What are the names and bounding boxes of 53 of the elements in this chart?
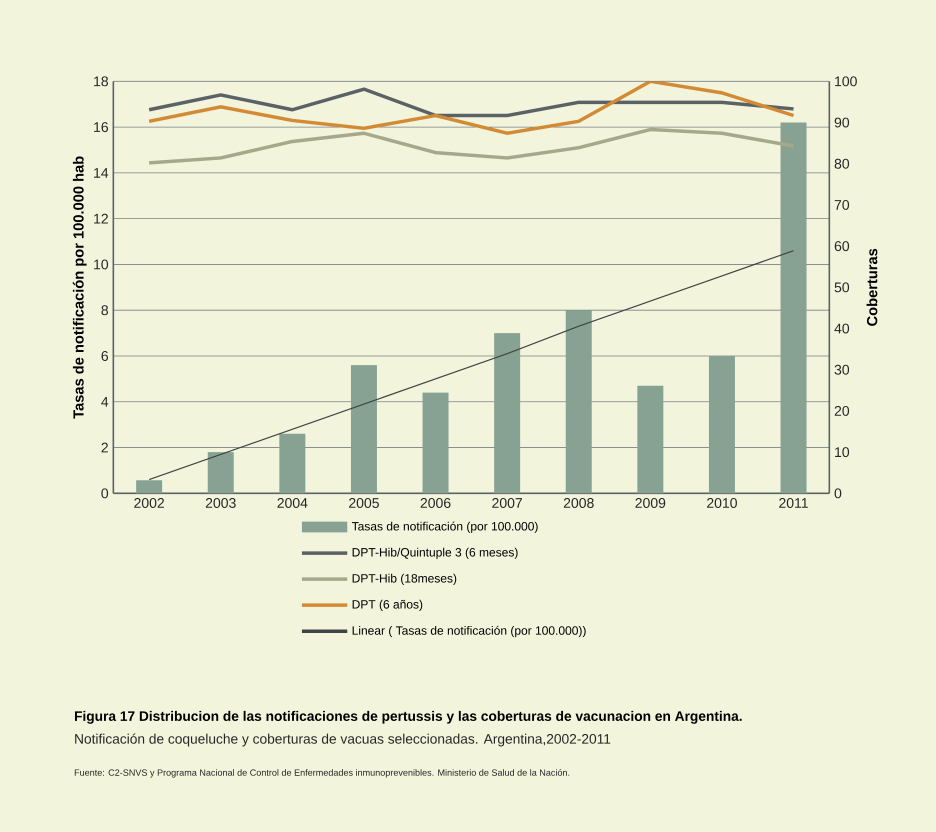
y-tick-label: 16 bbox=[94, 122, 108, 132]
line-series bbox=[147, 81, 796, 135]
bar bbox=[350, 365, 377, 494]
bar bbox=[136, 480, 162, 494]
y2-tick-label: 10 bbox=[835, 447, 850, 458]
y2-tick-label: 40 bbox=[834, 324, 850, 334]
y-tick-label: 10 bbox=[94, 259, 108, 270]
y2-tick-label: 70 bbox=[834, 200, 850, 210]
source-note: Fuente: C2-SNVS y Programa Nacional de Control de Enfermedades inmunoprevenibles. Ministerio de Salud de la Nación. bbox=[74, 769, 570, 778]
x-tick-label: 2011 bbox=[779, 498, 808, 508]
line-series bbox=[147, 128, 796, 165]
y-tick-label: 18 bbox=[94, 76, 108, 86]
y-tick-label: 12 bbox=[94, 214, 108, 224]
y2-tick-label: 0 bbox=[834, 488, 842, 498]
legend-label: DPT (6 años) bbox=[352, 600, 422, 611]
y2-tick-label: 50 bbox=[834, 282, 850, 292]
legend-label: DPT-Hib (18meses) bbox=[352, 574, 456, 585]
x-tick-label: 2007 bbox=[492, 498, 522, 508]
legend-label: Linear ( Tasas de notificación (por 100.000)) bbox=[352, 626, 586, 638]
y2-tick-label: 100 bbox=[835, 76, 857, 86]
bar bbox=[422, 392, 449, 494]
y-axis-title: Tasas de notificación por 100.000 hab bbox=[72, 156, 87, 419]
y-tick-label: 0 bbox=[101, 488, 108, 498]
y2-tick-label: 80 bbox=[834, 158, 850, 169]
bar bbox=[708, 356, 735, 494]
x-tick-label: 2003 bbox=[206, 498, 236, 508]
text: Notificación de coqueluche y coberturas de vacuas seleccionadas. Argentina,2002-2011 bbox=[75, 733, 610, 746]
legend-label: Tasas de notificación (por 100.000) bbox=[352, 522, 538, 533]
y-tick-label: 2 bbox=[102, 442, 108, 452]
y-tick-label: 4 bbox=[101, 396, 108, 407]
y2-tick-label: 60 bbox=[834, 241, 850, 252]
legend-label: DPT-Hib/Quintuple 3 (6 meses) bbox=[352, 548, 518, 559]
x-tick-label: 2004 bbox=[277, 498, 308, 508]
y-tick-label: 14 bbox=[94, 168, 108, 178]
x-tick-label: 2002 bbox=[134, 498, 164, 508]
y-tick-label: 8 bbox=[101, 305, 108, 316]
text: Figura 17 Distribucion de las notificaciones de pertussis y las coberturas de vacunacion en Argentina. bbox=[74, 710, 742, 724]
y2-tick-label: 90 bbox=[834, 118, 850, 128]
x-tick-label: 2005 bbox=[349, 498, 379, 508]
x-tick-label: 2006 bbox=[420, 498, 450, 508]
y-tick-label: 6 bbox=[102, 351, 108, 361]
bar bbox=[494, 333, 520, 494]
x-tick-label: 2009 bbox=[635, 498, 666, 508]
bar bbox=[637, 386, 664, 494]
x-tick-label: 2010 bbox=[707, 498, 737, 508]
x-tick-label: 2008 bbox=[564, 498, 594, 508]
y2-tick-label: 20 bbox=[834, 406, 850, 416]
y2-tick-label: 30 bbox=[834, 364, 850, 375]
y2-axis-title: Coberturas bbox=[866, 248, 878, 326]
bar bbox=[780, 122, 807, 494]
bar bbox=[566, 310, 592, 494]
bar bbox=[208, 452, 234, 494]
bar bbox=[279, 434, 306, 494]
